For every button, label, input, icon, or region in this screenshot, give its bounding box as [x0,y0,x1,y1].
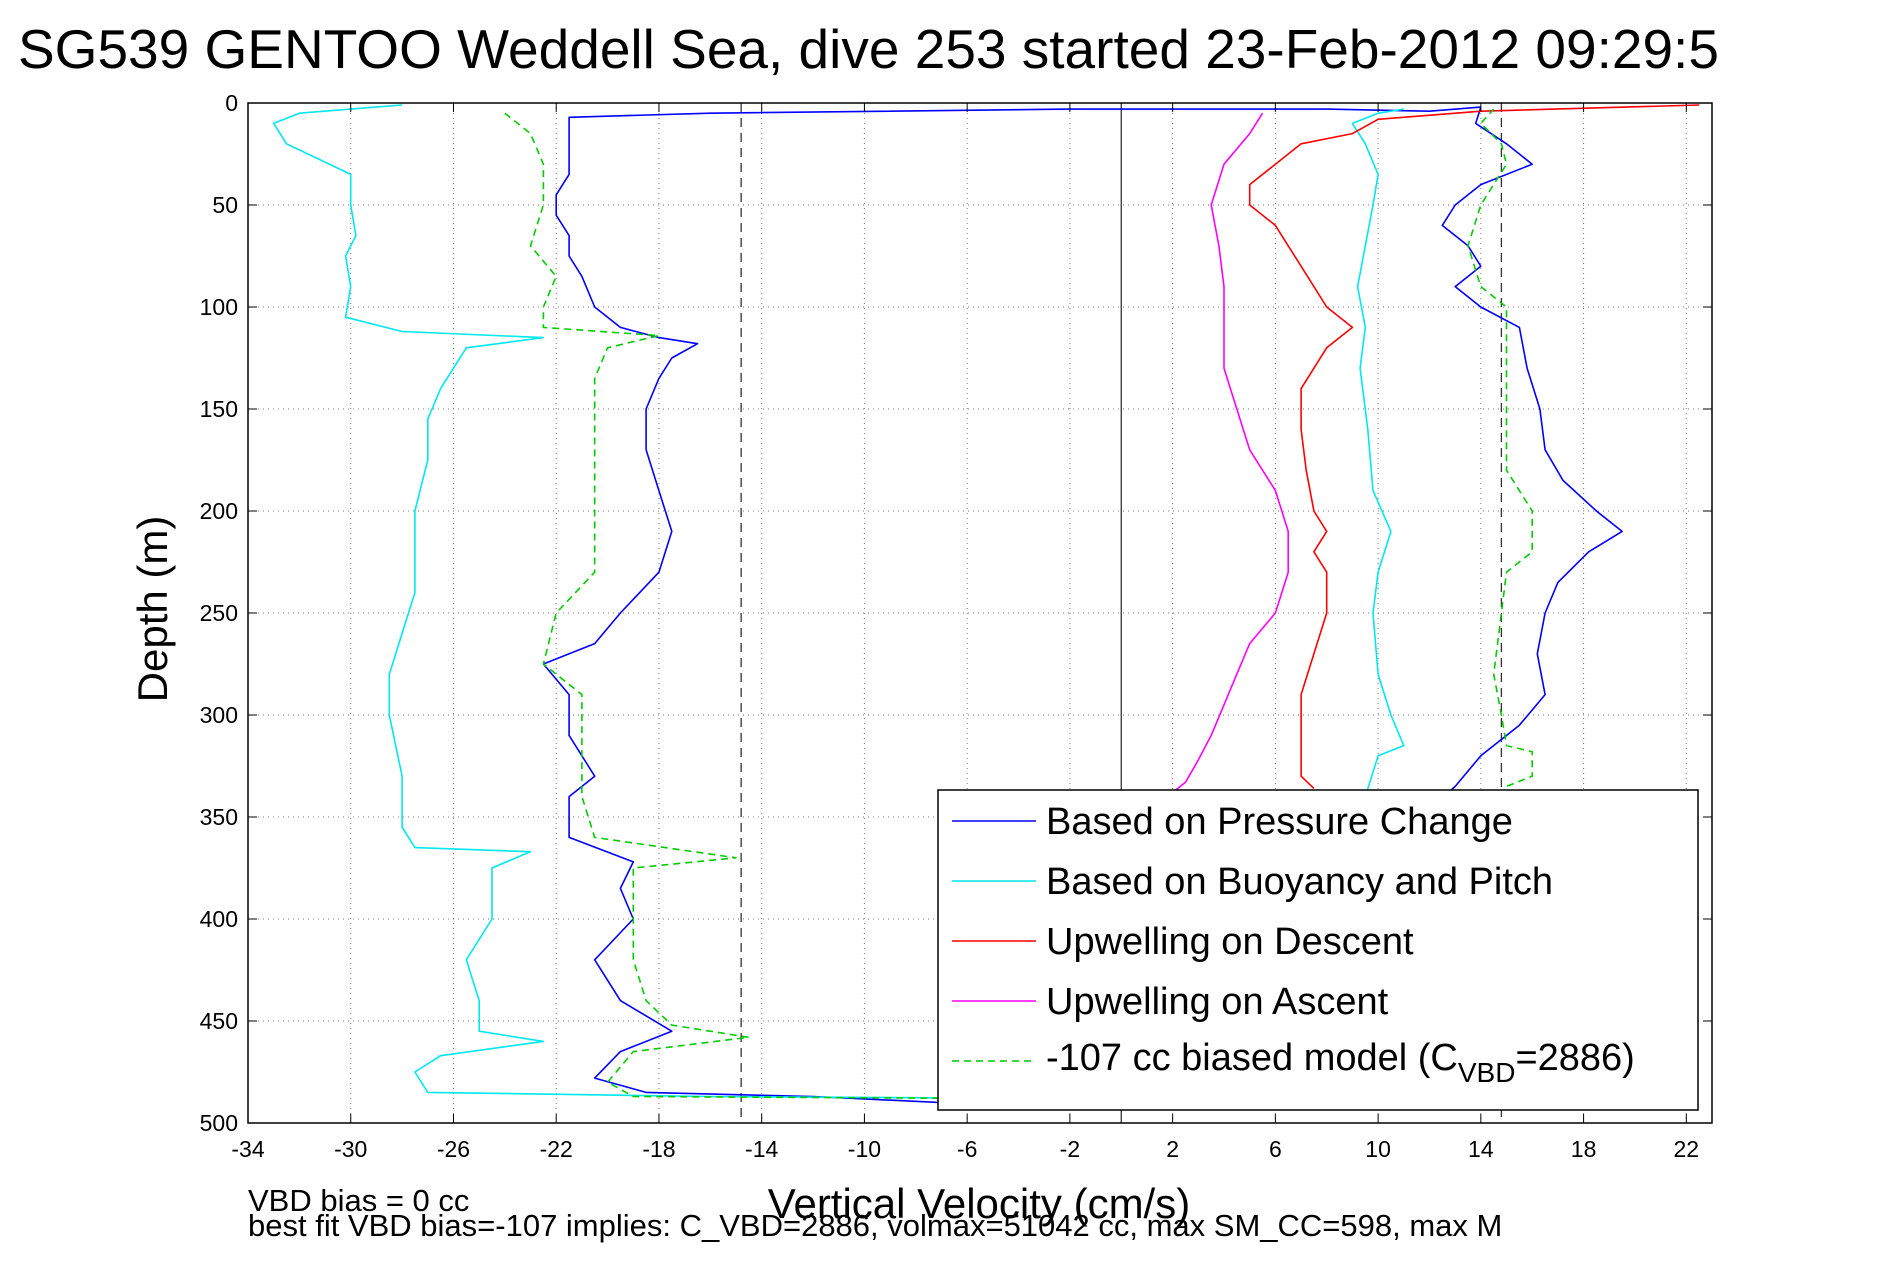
y-tick-label: 200 [200,498,238,524]
x-tick-label: 2 [1166,1136,1179,1162]
series-layer [272,104,1700,1110]
footnote-line-1: VBD bias = 0 cc [248,1183,469,1218]
y-tick-label: 250 [200,600,238,626]
legend-label-model-subscript: VBD [1458,1057,1516,1088]
x-tick-label: 14 [1468,1136,1494,1162]
y-tick-label: 450 [200,1008,238,1034]
legend-label-pressure: Based on Pressure Change [1046,801,1513,843]
x-tick-label: 10 [1365,1136,1391,1162]
y-tick-label: 150 [200,396,238,422]
x-tick-label: -22 [540,1136,573,1162]
legend-box [937,789,1699,1111]
series-line-2 [272,104,1405,1104]
y-axis-label: Depth (m) [129,516,176,703]
y-tick-label: 350 [200,804,238,830]
legend-label-model: -107 cc biased model (CVBD=2886) [1046,1037,1635,1088]
x-tick-label: 22 [1674,1136,1700,1162]
x-tick-label: -2 [1060,1136,1080,1162]
x-tick-label: -14 [745,1136,778,1162]
legend-label-model-text: -107 cc biased model (C [1046,1037,1458,1079]
x-tick-label: -10 [848,1136,881,1162]
series-line-5 [504,108,1533,1104]
x-tick-label: -6 [957,1136,977,1162]
x-tick-label: -30 [334,1136,367,1162]
legend-label-ascent: Upwelling on Ascent [1046,981,1389,1023]
y-axis-ticks: 0 50 100 150 200 250 300 350 400 450 500 [200,90,1712,1136]
series-line-3 [1248,104,1700,789]
x-tick-label: 6 [1269,1136,1282,1162]
y-tick-label: 0 [225,90,238,116]
legend-label-buoyancy: Based on Buoyancy and Pitch [1046,861,1553,903]
footnote-line-2: best fit VBD bias=-107 implies: C_VBD=28… [248,1208,1502,1243]
chart-title: SG539 GENTOO Weddell Sea, dive 253 start… [18,18,1719,80]
y-tick-label: 400 [200,906,238,932]
x-axis-ticks: -34 -30 -26 -22 -18 -14 -10 -6 -2 2 6 10 14 18 22 [231,103,1699,1162]
x-tick-label: -18 [642,1136,675,1162]
x-tick-label: 18 [1571,1136,1597,1162]
y-tick-label: 50 [212,192,238,218]
y-tick-label: 300 [200,702,238,728]
legend-label-descent: Upwelling on Descent [1046,921,1414,963]
x-tick-label: -26 [437,1136,470,1162]
legend: Based on Pressure Change Based on Buoyan… [937,789,1699,1111]
y-tick-label: 500 [200,1110,238,1136]
y-tick-label: 100 [200,294,238,320]
x-axis-label: Vertical Velocity (cm/s) [768,1180,1190,1227]
legend-label-model-value: =2886) [1515,1037,1634,1079]
x-tick-label: -34 [231,1136,264,1162]
series-line-4 [1172,112,1289,794]
